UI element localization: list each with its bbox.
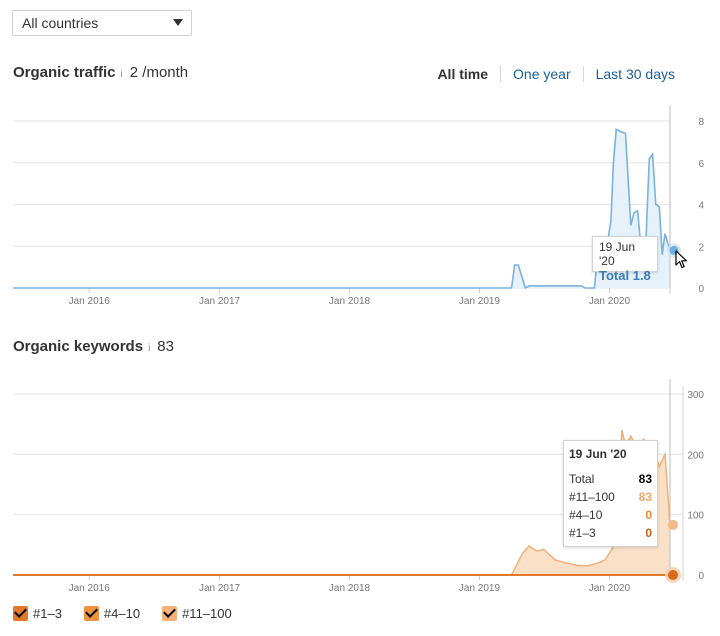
legend-label: #11–100 [182, 606, 232, 621]
info-icon[interactable]: i [148, 343, 151, 354]
traffic-title: Organic traffic i 2 /month [13, 64, 188, 81]
tooltip-total-value: 1.8 [632, 268, 651, 283]
tab-one-year[interactable]: One year [500, 66, 583, 82]
legend-item-4-10[interactable]: #4–10 [83, 606, 141, 621]
x-tick-label: Jan 2017 [199, 296, 241, 307]
y-tick-label: 2 [698, 242, 704, 253]
tooltip-date: 19 Jun '20 [599, 240, 636, 268]
tab-last-30-days[interactable]: Last 30 days [582, 66, 687, 82]
tooltip-row: #1–3 0 [569, 524, 652, 542]
tab-all-time[interactable]: All time [437, 66, 489, 82]
country-select[interactable]: All countries [12, 10, 192, 36]
country-select-value: All countries [22, 15, 99, 31]
x-tick-label: Jan 2020 [589, 296, 631, 307]
x-tick-label: Jan 2018 [329, 583, 371, 594]
tooltip-date: 19 Jun '20 [569, 447, 627, 461]
series-line [13, 128, 671, 290]
legend-item-top3[interactable]: #1–3 [13, 606, 62, 621]
x-tick-label: Jan 2019 [459, 583, 501, 594]
tooltip-row: #11–100 83 [569, 488, 652, 506]
caret-down-icon [173, 19, 183, 26]
tooltip-row-label: #4–10 [569, 508, 603, 522]
y-tick-label: 300 [687, 390, 704, 401]
tooltip-total: Total 1.8 [599, 268, 651, 283]
traffic-chart[interactable]: 8 6 4 2 0 Jan 2016 Jan 2017 Jan 2018 Jan 2019 Jan… [0, 100, 720, 320]
y-tick-label: 0 [698, 284, 704, 295]
y-tick-label: 100 [687, 511, 704, 522]
keywords-title-label: Organic keywords [13, 338, 144, 355]
tooltip-row-label: #1–3 [569, 526, 596, 540]
keywords-legend: #1–3 #4–10 #11–100 [13, 606, 254, 621]
checkbox-checked-icon[interactable] [162, 606, 178, 621]
x-tick-label: Jan 2016 [69, 296, 111, 307]
series-area [13, 129, 670, 288]
checkbox-checked-icon[interactable] [83, 606, 99, 621]
tooltip-row-label: Total [569, 472, 595, 486]
mouse-cursor-icon [675, 250, 688, 269]
tooltip-total-label: Total [599, 268, 630, 283]
y-tick-label: 6 [698, 159, 704, 170]
legend-label: #4–10 [103, 606, 141, 621]
hover-point [668, 570, 678, 580]
x-tick-label: Jan 2018 [329, 296, 371, 307]
tooltip-row-value: 0 [645, 508, 652, 522]
tooltip-row: #4–10 0 [569, 506, 652, 524]
tooltip-row-value: 83 [638, 472, 652, 486]
x-tick-label: Jan 2016 [69, 583, 111, 594]
traffic-title-label: Organic traffic [13, 64, 116, 81]
tooltip-row-value: 83 [638, 490, 652, 504]
legend-item-11-100[interactable]: #11–100 [162, 606, 232, 621]
keywords-tooltip: 19 Jun '20 Total 83 #11–100 83 #4–10 0 #… [563, 440, 658, 547]
keywords-title: Organic keywords i 83 [13, 338, 174, 355]
traffic-tooltip: 19 Jun '20 Total 1.8 [592, 236, 658, 283]
range-tabs: All time One year Last 30 days [425, 66, 687, 82]
tooltip-row-value: 0 [645, 526, 652, 540]
traffic-value: 2 /month [129, 64, 189, 81]
hover-point [668, 519, 678, 530]
keywords-value: 83 [157, 338, 174, 355]
y-tick-label: 4 [698, 201, 704, 212]
x-tick-label: Jan 2020 [589, 583, 631, 594]
tooltip-row-label: #11–100 [569, 490, 615, 504]
legend-label: #1–3 [33, 606, 62, 621]
x-tick-label: Jan 2019 [459, 296, 501, 307]
checkbox-checked-icon[interactable] [13, 606, 28, 621]
tooltip-row: Total 83 [569, 470, 652, 488]
info-icon[interactable]: i [120, 69, 123, 80]
x-tick-label: Jan 2017 [199, 583, 241, 594]
y-tick-label: 8 [698, 117, 704, 128]
y-tick-label: 200 [687, 450, 704, 461]
y-tick-label: 0 [698, 571, 704, 582]
